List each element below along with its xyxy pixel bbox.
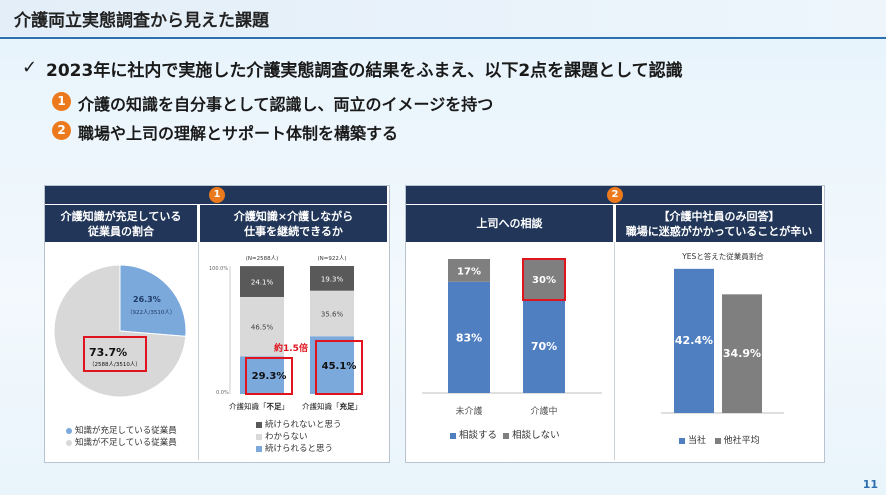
pie-slice-2 xyxy=(53,264,187,398)
burden-bar-1 xyxy=(674,268,714,413)
legend-dot-icon xyxy=(66,427,72,434)
bar1-segment-2 xyxy=(240,296,284,357)
bar1-segment-1 xyxy=(240,356,284,394)
pie-legend-item-2: 知識が不足している従業員 xyxy=(66,436,177,448)
consult-bar2-top-label: 30% xyxy=(532,275,556,286)
burden-header: 【介護中社員のみ回答】 職場に迷惑がかかっていることが辛い xyxy=(616,205,822,242)
consult-legend: 相談する 相談しない xyxy=(450,427,560,441)
bar2-mid-label: 35.6% xyxy=(321,310,344,318)
pie-legend-item-1: 知識が充足している従業員 xyxy=(66,424,177,436)
check-icon: ✓ xyxy=(22,57,38,78)
bar-legend-item-3: 続けられると思う xyxy=(256,442,333,454)
title-divider xyxy=(0,37,886,39)
point-2-text: 職場や上司の理解とサポート体制を構築する xyxy=(78,124,399,143)
bar2-n-label: (N=922人) xyxy=(317,255,346,262)
pie-slice2-pct: 73.7% xyxy=(89,346,127,359)
pie-slice1-pct: 26.3% xyxy=(133,295,161,304)
consult-highlight-box xyxy=(522,258,566,301)
legend-square-icon xyxy=(714,437,721,444)
legend-square-icon xyxy=(503,432,510,439)
pie-slice1-note: （922人/3510人） xyxy=(127,309,175,316)
bar1-segment-3 xyxy=(240,266,284,297)
pie-header: 介護知識が充足している 従業員の割合 xyxy=(45,205,197,242)
consult-bar1-top-label: 17% xyxy=(457,266,481,277)
consult-chart: 17% 30% 83% 70% 未介護 介護中 xyxy=(422,258,602,417)
bar2-highlight-box xyxy=(315,340,363,395)
consult-category-1: 未介護 xyxy=(455,405,482,417)
bar1-n-label: (N=2588人) xyxy=(246,255,279,262)
bar1-highlight-box xyxy=(245,357,293,395)
burden-chart: YESと答えた従業員割合 42.4% 34.9% xyxy=(661,251,784,414)
burden-bar-2 xyxy=(722,294,762,413)
legend-dot-icon xyxy=(66,439,72,446)
bar-legend-item-1: 続けられないと思う xyxy=(256,418,342,430)
panel-support-divider xyxy=(614,242,615,460)
stacked-bar-chart: 100.0% 0.0% (N=2588人) (N=922人) 24.1% 19.… xyxy=(209,255,363,411)
bar1-bottom-label: 29.3% xyxy=(252,371,287,382)
consult-header: 上司への相談 xyxy=(406,205,613,242)
legend-square-icon xyxy=(679,437,685,444)
bar2-bottom-label: 45.1% xyxy=(322,361,357,372)
bar2-segment-1 xyxy=(310,336,354,394)
consult-bar1-segment-1 xyxy=(448,281,490,393)
consult-bar1-segment-2 xyxy=(448,259,490,282)
point-2-number-badge: 2 xyxy=(52,121,71,140)
pie-slice-1 xyxy=(119,264,187,337)
stacked-bar-header: 介護知識×介護しながら 仕事を継続できるか xyxy=(200,205,387,242)
bar-legend-item-2: わからない xyxy=(256,430,308,442)
bar2-segment-3 xyxy=(310,266,354,291)
page-title: 介護両立実態調査から見えた課題 xyxy=(14,11,269,31)
legend-square-icon xyxy=(256,445,262,452)
bar1-category-label: 介護知識「不足」 xyxy=(229,401,289,411)
bar1-top-label: 24.1% xyxy=(251,279,274,287)
panel-knowledge-badge: 1 xyxy=(209,187,225,203)
consult-bar1-bottom-label: 83% xyxy=(456,331,482,344)
pie-chart: 26.3% （922人/3510人） 73.7% （2588人/3510人） xyxy=(53,264,187,398)
consult-category-2: 介護中 xyxy=(530,405,557,417)
legend-square-icon xyxy=(256,433,262,440)
legend-square-icon xyxy=(450,432,456,439)
burden-bar1-label: 42.4% xyxy=(675,334,713,347)
legend-square-icon xyxy=(256,421,262,428)
bar2-category-label: 介護知識「充足」 xyxy=(302,401,362,411)
bar1-mid-label: 46.5% xyxy=(251,324,274,332)
bar2-top-label: 19.3% xyxy=(321,275,344,283)
page-number: 11 xyxy=(862,478,878,491)
panel-support-badge: 2 xyxy=(607,187,623,203)
pie-slice2-note: （2588人/3510人） xyxy=(89,361,141,368)
point-1-number-badge: 1 xyxy=(52,92,71,111)
consult-bar2-segment-2 xyxy=(523,259,565,300)
pie-highlight-box xyxy=(83,336,147,372)
panel-knowledge-divider xyxy=(198,242,199,460)
burden-subtitle: YESと答えた従業員割合 xyxy=(681,251,764,261)
multiplier-label: 約1.5倍 xyxy=(274,342,308,354)
y-tick-bottom: 0.0% xyxy=(216,390,229,396)
burden-bar2-label: 34.9% xyxy=(723,347,761,360)
point-1-text: 介護の知識を自分事として認識し、両立のイメージを持つ xyxy=(78,95,494,114)
consult-bar2-bottom-label: 70% xyxy=(531,340,557,353)
consult-bar2-segment-1 xyxy=(523,299,565,393)
title-bar xyxy=(0,0,886,36)
burden-legend: 当社 他社平均 xyxy=(679,433,760,446)
bar2-segment-2 xyxy=(310,290,354,337)
y-tick-top: 100.0% xyxy=(209,266,228,272)
lead-text: 2023年に社内で実施した介護実態調査の結果をふまえ、以下2点を課題として認識 xyxy=(46,61,683,81)
